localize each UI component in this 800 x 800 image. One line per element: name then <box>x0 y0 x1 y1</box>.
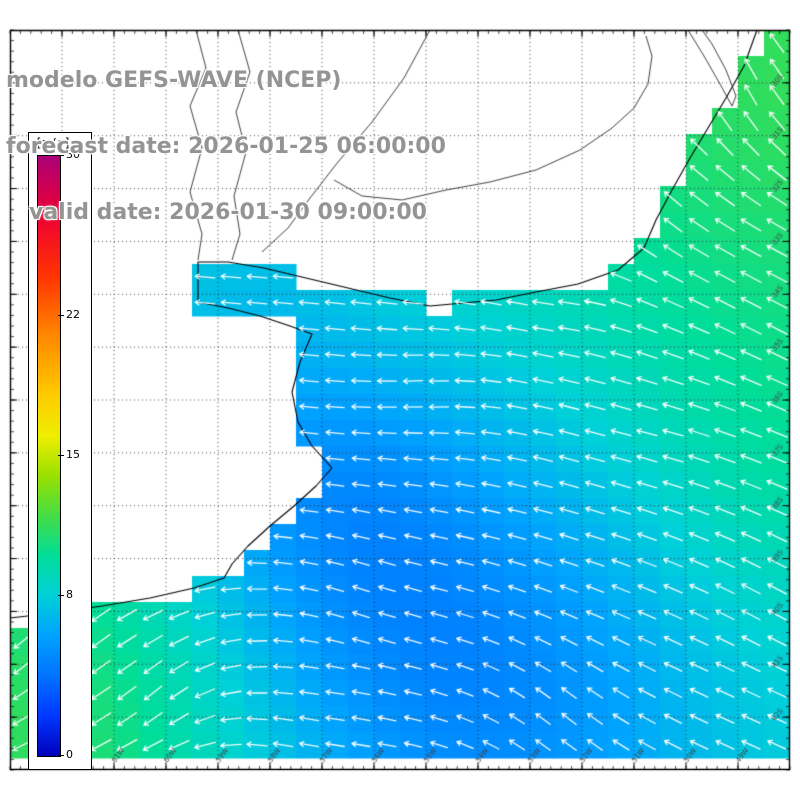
colorbar-tick-label: 0 <box>58 748 73 761</box>
colorbar-gradient <box>37 155 61 757</box>
forecast-date: forecast date: 2026-01-25 06:00:00 <box>6 134 446 159</box>
model-title: modelo GEFS-WAVE (NCEP) <box>6 68 342 93</box>
colorbar: [m/s] 30 22 15 8 0 <box>28 132 92 770</box>
colorbar-tick-label: 8 <box>58 588 73 601</box>
colorbar-unit-label: [m/s] <box>35 136 72 150</box>
map-header: modelo GEFS-WAVE (NCEP) forecast date: 2… <box>6 26 446 268</box>
colorbar-tick-label: 22 <box>58 308 80 321</box>
colorbar-tick-label: 15 <box>58 448 80 461</box>
valid-date: valid date: 2026-01-30 09:00:00 <box>6 200 427 225</box>
colorbar-tick-label: 30 <box>58 148 80 161</box>
